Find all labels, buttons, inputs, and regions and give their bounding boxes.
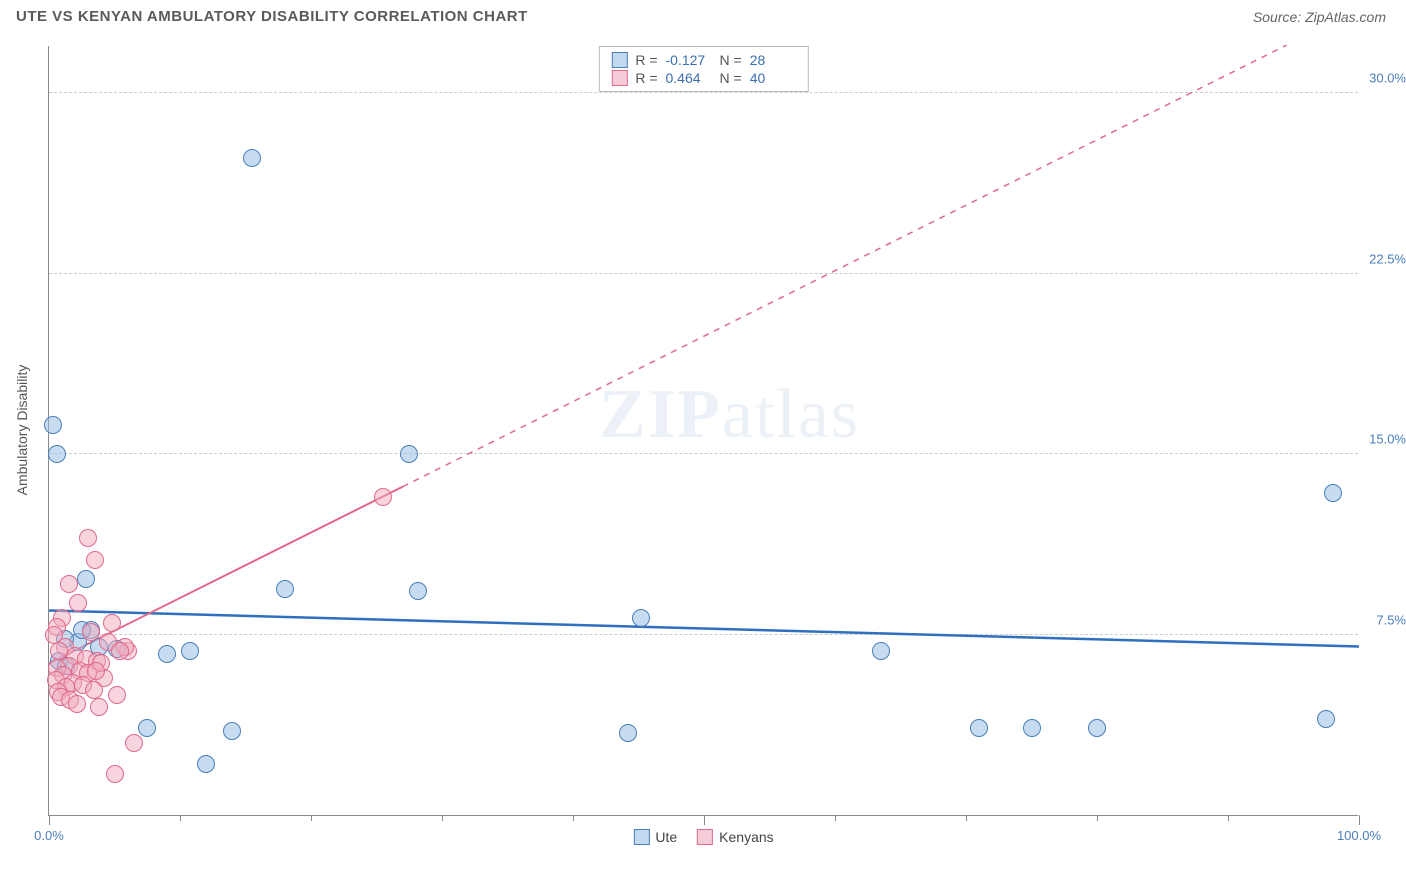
data-point: [125, 734, 143, 752]
r-value: 0.464: [666, 70, 712, 86]
data-point: [374, 488, 392, 506]
data-point: [872, 642, 890, 660]
data-point: [1023, 719, 1041, 737]
data-point: [138, 719, 156, 737]
data-point: [85, 681, 103, 699]
legend-item: Kenyans: [697, 829, 773, 845]
data-point: [400, 445, 418, 463]
data-point: [87, 662, 105, 680]
data-point: [68, 695, 86, 713]
data-point: [1324, 484, 1342, 502]
y-axis-label: Ambulatory Disability: [14, 365, 30, 496]
data-point: [409, 582, 427, 600]
legend-swatch: [611, 70, 627, 86]
gridline: [49, 273, 1358, 274]
data-point: [69, 594, 87, 612]
n-label: N =: [720, 70, 742, 86]
series-legend: Ute Kenyans: [633, 829, 773, 845]
legend-swatch: [697, 829, 713, 845]
data-point: [197, 755, 215, 773]
x-tick: [442, 815, 443, 821]
legend-item: Ute: [633, 829, 677, 845]
legend-row: R = -0.127 N = 28: [611, 51, 795, 69]
plot-area: ZIPatlas R = -0.127 N = 28 R = 0.464 N =…: [48, 46, 1358, 816]
data-point: [103, 614, 121, 632]
x-tick: [1228, 815, 1229, 821]
y-tick-label: 30.0%: [1362, 71, 1406, 86]
data-point: [48, 445, 66, 463]
data-point: [1317, 710, 1335, 728]
watermark: ZIPatlas: [599, 375, 860, 455]
r-label: R =: [635, 70, 657, 86]
data-point: [276, 580, 294, 598]
x-tick: [1097, 815, 1098, 821]
data-point: [970, 719, 988, 737]
legend-row: R = 0.464 N = 40: [611, 69, 795, 87]
legend-swatch: [633, 829, 649, 845]
r-value: -0.127: [666, 52, 712, 68]
x-tick: [704, 815, 705, 825]
n-value: 40: [750, 70, 796, 86]
x-tick-label: 100.0%: [1337, 828, 1381, 843]
gridline: [49, 453, 1358, 454]
chart-header: UTE VS KENYAN AMBULATORY DISABILITY CORR…: [0, 0, 1406, 29]
data-point: [106, 765, 124, 783]
data-point: [223, 722, 241, 740]
x-tick: [49, 815, 50, 825]
legend-label: Ute: [655, 829, 677, 845]
data-point: [77, 570, 95, 588]
data-point: [243, 149, 261, 167]
n-label: N =: [720, 52, 742, 68]
r-label: R =: [635, 52, 657, 68]
y-tick-label: 22.5%: [1362, 251, 1406, 266]
data-point: [619, 724, 637, 742]
data-point: [632, 609, 650, 627]
data-point: [82, 623, 100, 641]
source-attribution: Source: ZipAtlas.com: [1253, 9, 1386, 25]
data-point: [158, 645, 176, 663]
x-tick: [180, 815, 181, 821]
x-tick: [966, 815, 967, 821]
data-point: [44, 416, 62, 434]
gridline: [49, 92, 1358, 93]
x-tick: [1359, 815, 1360, 825]
data-point: [60, 575, 78, 593]
x-tick: [311, 815, 312, 821]
y-tick-label: 15.0%: [1362, 432, 1406, 447]
data-point: [1088, 719, 1106, 737]
data-point: [108, 686, 126, 704]
x-tick-label: 0.0%: [34, 828, 64, 843]
legend-swatch: [611, 52, 627, 68]
data-point: [181, 642, 199, 660]
data-point: [86, 551, 104, 569]
stats-legend: R = -0.127 N = 28 R = 0.464 N = 40: [598, 46, 808, 92]
data-point: [111, 642, 129, 660]
x-tick: [835, 815, 836, 821]
chart-title: UTE VS KENYAN AMBULATORY DISABILITY CORR…: [16, 8, 528, 25]
n-value: 28: [750, 52, 796, 68]
data-point: [79, 529, 97, 547]
y-tick-label: 7.5%: [1362, 612, 1406, 627]
legend-label: Kenyans: [719, 829, 773, 845]
data-point: [90, 698, 108, 716]
x-tick: [573, 815, 574, 821]
gridline: [49, 634, 1358, 635]
